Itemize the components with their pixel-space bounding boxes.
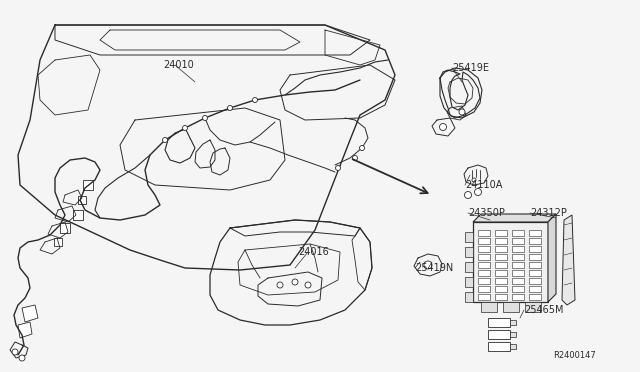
Polygon shape [473, 222, 548, 302]
Polygon shape [495, 278, 507, 284]
Polygon shape [548, 214, 556, 302]
Polygon shape [512, 294, 524, 300]
Polygon shape [60, 223, 70, 233]
Polygon shape [465, 277, 473, 287]
Polygon shape [478, 246, 490, 252]
Polygon shape [512, 230, 524, 236]
Circle shape [465, 192, 472, 199]
Text: 25419E: 25419E [452, 63, 489, 73]
Polygon shape [510, 320, 516, 325]
Polygon shape [495, 230, 507, 236]
Text: 25465M: 25465M [524, 305, 563, 315]
Polygon shape [465, 292, 473, 302]
Polygon shape [465, 247, 473, 257]
Polygon shape [478, 238, 490, 244]
Circle shape [292, 279, 298, 285]
Text: R2400147: R2400147 [553, 350, 596, 359]
Polygon shape [478, 254, 490, 260]
Circle shape [360, 145, 365, 151]
Polygon shape [529, 238, 541, 244]
Circle shape [19, 355, 25, 361]
Polygon shape [503, 302, 519, 312]
Polygon shape [529, 254, 541, 260]
Circle shape [424, 261, 432, 269]
Polygon shape [525, 302, 541, 312]
Polygon shape [512, 270, 524, 276]
Text: 24350P: 24350P [468, 208, 505, 218]
Polygon shape [495, 286, 507, 292]
Circle shape [440, 124, 447, 131]
Polygon shape [529, 294, 541, 300]
Circle shape [227, 106, 232, 110]
Polygon shape [78, 196, 86, 204]
Polygon shape [529, 278, 541, 284]
Polygon shape [54, 238, 62, 246]
Polygon shape [510, 344, 516, 349]
Polygon shape [488, 318, 510, 327]
Polygon shape [512, 238, 524, 244]
Polygon shape [495, 238, 507, 244]
Polygon shape [512, 254, 524, 260]
Polygon shape [512, 262, 524, 268]
Polygon shape [481, 302, 497, 312]
Text: 24010: 24010 [163, 60, 194, 70]
Polygon shape [478, 262, 490, 268]
Circle shape [253, 97, 257, 103]
Polygon shape [478, 286, 490, 292]
Polygon shape [495, 262, 507, 268]
Polygon shape [465, 262, 473, 272]
Polygon shape [495, 294, 507, 300]
Polygon shape [512, 278, 524, 284]
Circle shape [353, 155, 358, 160]
Polygon shape [495, 246, 507, 252]
Polygon shape [73, 210, 83, 220]
Polygon shape [529, 286, 541, 292]
Polygon shape [529, 230, 541, 236]
Circle shape [474, 189, 481, 196]
Circle shape [12, 349, 18, 355]
Circle shape [335, 166, 340, 170]
Polygon shape [465, 232, 473, 242]
Text: 24016: 24016 [298, 247, 329, 257]
Polygon shape [488, 342, 510, 351]
Polygon shape [512, 286, 524, 292]
Circle shape [182, 125, 188, 131]
Polygon shape [18, 322, 32, 338]
Polygon shape [510, 332, 516, 337]
Polygon shape [495, 254, 507, 260]
Text: 25419N: 25419N [415, 263, 453, 273]
Polygon shape [83, 180, 93, 190]
Circle shape [305, 282, 311, 288]
Circle shape [459, 109, 465, 115]
Polygon shape [478, 270, 490, 276]
Circle shape [163, 138, 168, 142]
Polygon shape [512, 246, 524, 252]
Text: 24110A: 24110A [465, 180, 502, 190]
Polygon shape [22, 305, 38, 322]
Polygon shape [529, 246, 541, 252]
Circle shape [202, 115, 207, 121]
Polygon shape [495, 270, 507, 276]
Polygon shape [529, 270, 541, 276]
Polygon shape [562, 215, 575, 305]
Circle shape [472, 178, 476, 182]
Polygon shape [478, 294, 490, 300]
Text: 24312P: 24312P [530, 208, 567, 218]
Polygon shape [478, 278, 490, 284]
Circle shape [277, 282, 283, 288]
Polygon shape [478, 230, 490, 236]
Polygon shape [488, 330, 510, 339]
Polygon shape [529, 262, 541, 268]
Polygon shape [473, 214, 556, 222]
